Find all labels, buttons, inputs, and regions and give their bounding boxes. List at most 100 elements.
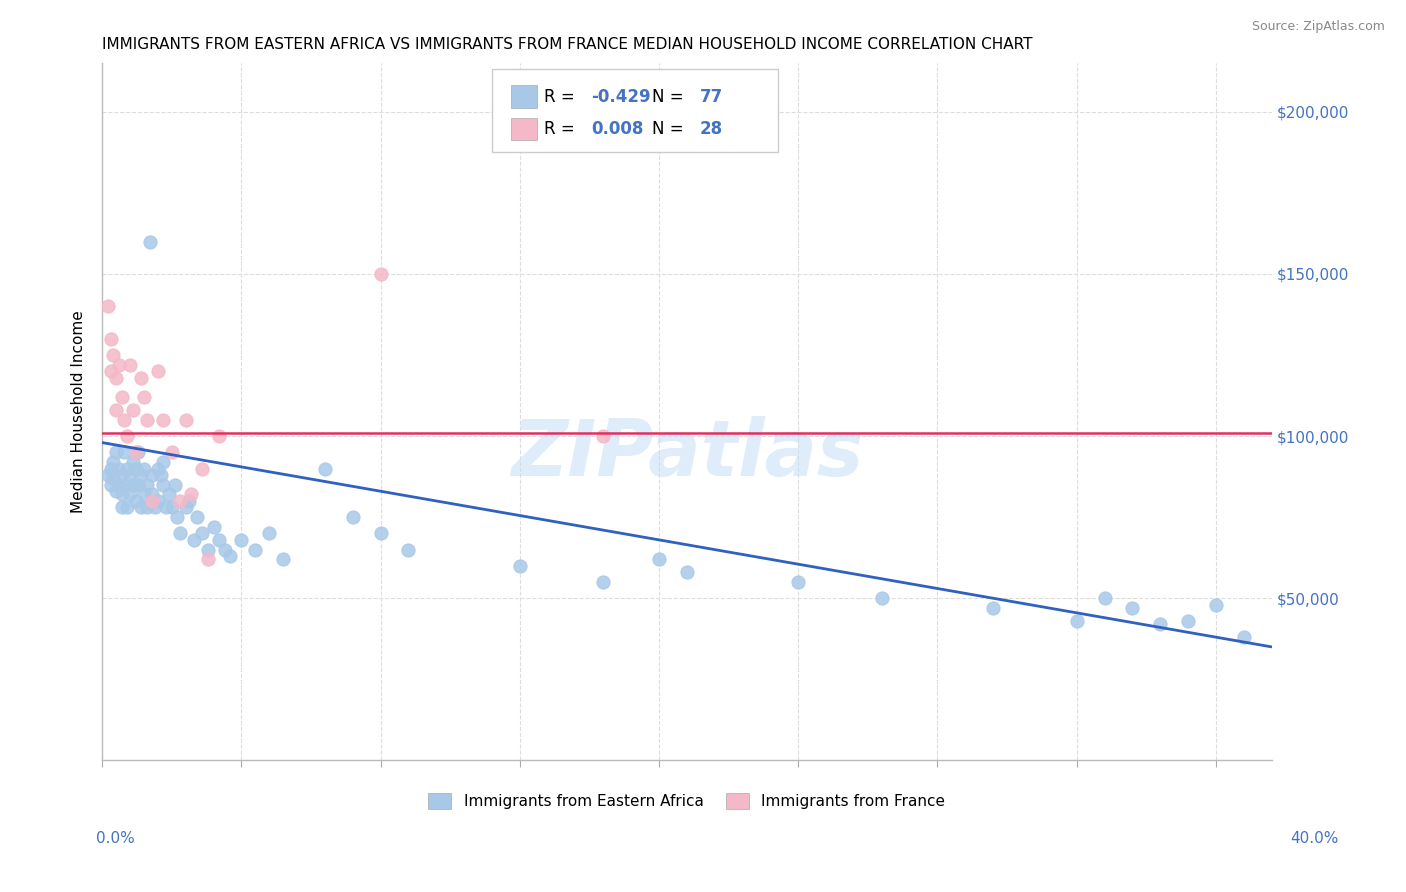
Point xyxy=(108,358,131,372)
Point xyxy=(370,526,392,541)
Text: 28: 28 xyxy=(700,120,723,137)
Point xyxy=(97,468,120,483)
Point xyxy=(141,487,163,501)
Point xyxy=(160,445,183,459)
Legend: Immigrants from Eastern Africa, Immigrants from France: Immigrants from Eastern Africa, Immigran… xyxy=(422,788,952,815)
Point xyxy=(676,566,699,580)
Point xyxy=(183,533,205,547)
Text: 40.0%: 40.0% xyxy=(1291,831,1339,847)
Point xyxy=(132,461,155,475)
Point xyxy=(177,494,200,508)
Text: Source: ZipAtlas.com: Source: ZipAtlas.com xyxy=(1251,20,1385,33)
Point xyxy=(124,445,146,459)
Point xyxy=(219,549,242,563)
Point xyxy=(259,526,281,541)
Point xyxy=(1177,614,1199,628)
Point xyxy=(152,413,174,427)
Point xyxy=(118,468,141,483)
Point xyxy=(157,487,180,501)
Point xyxy=(149,468,172,483)
Point xyxy=(100,332,122,346)
Point xyxy=(105,484,128,499)
Bar xyxy=(512,118,537,140)
Point xyxy=(138,235,160,249)
Point xyxy=(787,575,810,590)
Point xyxy=(105,403,128,417)
Point xyxy=(870,591,893,606)
Point xyxy=(146,364,169,378)
Point xyxy=(271,552,294,566)
Point xyxy=(191,461,214,475)
Point xyxy=(129,468,152,483)
Point xyxy=(129,370,152,384)
Point xyxy=(135,413,157,427)
Point xyxy=(141,494,163,508)
Text: N =: N = xyxy=(652,120,689,137)
Point xyxy=(174,413,197,427)
Point xyxy=(509,558,531,573)
Point xyxy=(103,471,125,485)
Point xyxy=(135,477,157,491)
Point xyxy=(1066,614,1088,628)
Point xyxy=(118,358,141,372)
Point xyxy=(143,500,166,515)
Point xyxy=(105,370,128,384)
Point xyxy=(103,348,125,362)
Point xyxy=(111,487,134,501)
Y-axis label: Median Household Income: Median Household Income xyxy=(72,310,86,513)
Point xyxy=(208,533,231,547)
Point xyxy=(108,461,131,475)
Point xyxy=(202,520,225,534)
Point xyxy=(981,601,1004,615)
Point xyxy=(592,429,614,443)
Point xyxy=(169,526,191,541)
Point xyxy=(105,445,128,459)
Point xyxy=(117,461,139,475)
Text: 0.0%: 0.0% xyxy=(96,831,135,847)
Point xyxy=(118,487,141,501)
Point xyxy=(111,468,134,483)
Point xyxy=(121,455,143,469)
Text: -0.429: -0.429 xyxy=(591,87,651,105)
Point xyxy=(166,510,188,524)
Text: R =: R = xyxy=(544,87,581,105)
Point xyxy=(127,445,149,459)
Point xyxy=(114,445,136,459)
Point xyxy=(342,510,364,524)
Point xyxy=(648,552,671,566)
Point xyxy=(117,429,139,443)
Point xyxy=(214,542,236,557)
Point xyxy=(108,477,131,491)
Point xyxy=(245,542,267,557)
Point xyxy=(314,461,336,475)
Point xyxy=(398,542,420,557)
Point xyxy=(121,403,143,417)
Text: ZIPatlas: ZIPatlas xyxy=(510,416,863,491)
Text: N =: N = xyxy=(652,87,689,105)
Point xyxy=(1233,630,1256,644)
Text: 77: 77 xyxy=(700,87,723,105)
Point xyxy=(117,500,139,515)
FancyBboxPatch shape xyxy=(492,70,778,152)
Point xyxy=(100,461,122,475)
Point xyxy=(114,477,136,491)
Point xyxy=(111,390,134,404)
Text: R =: R = xyxy=(544,120,585,137)
Point xyxy=(97,299,120,313)
Point xyxy=(103,455,125,469)
Point xyxy=(129,500,152,515)
Text: IMMIGRANTS FROM EASTERN AFRICA VS IMMIGRANTS FROM FRANCE MEDIAN HOUSEHOLD INCOME: IMMIGRANTS FROM EASTERN AFRICA VS IMMIGR… xyxy=(103,37,1033,53)
Bar xyxy=(512,86,537,108)
Text: 0.008: 0.008 xyxy=(591,120,644,137)
Point xyxy=(152,477,174,491)
Point xyxy=(146,494,169,508)
Point xyxy=(169,494,191,508)
Point xyxy=(146,461,169,475)
Point xyxy=(100,364,122,378)
Point xyxy=(111,500,134,515)
Point xyxy=(121,477,143,491)
Point xyxy=(180,487,202,501)
Point xyxy=(152,455,174,469)
Point xyxy=(141,468,163,483)
Point xyxy=(1094,591,1116,606)
